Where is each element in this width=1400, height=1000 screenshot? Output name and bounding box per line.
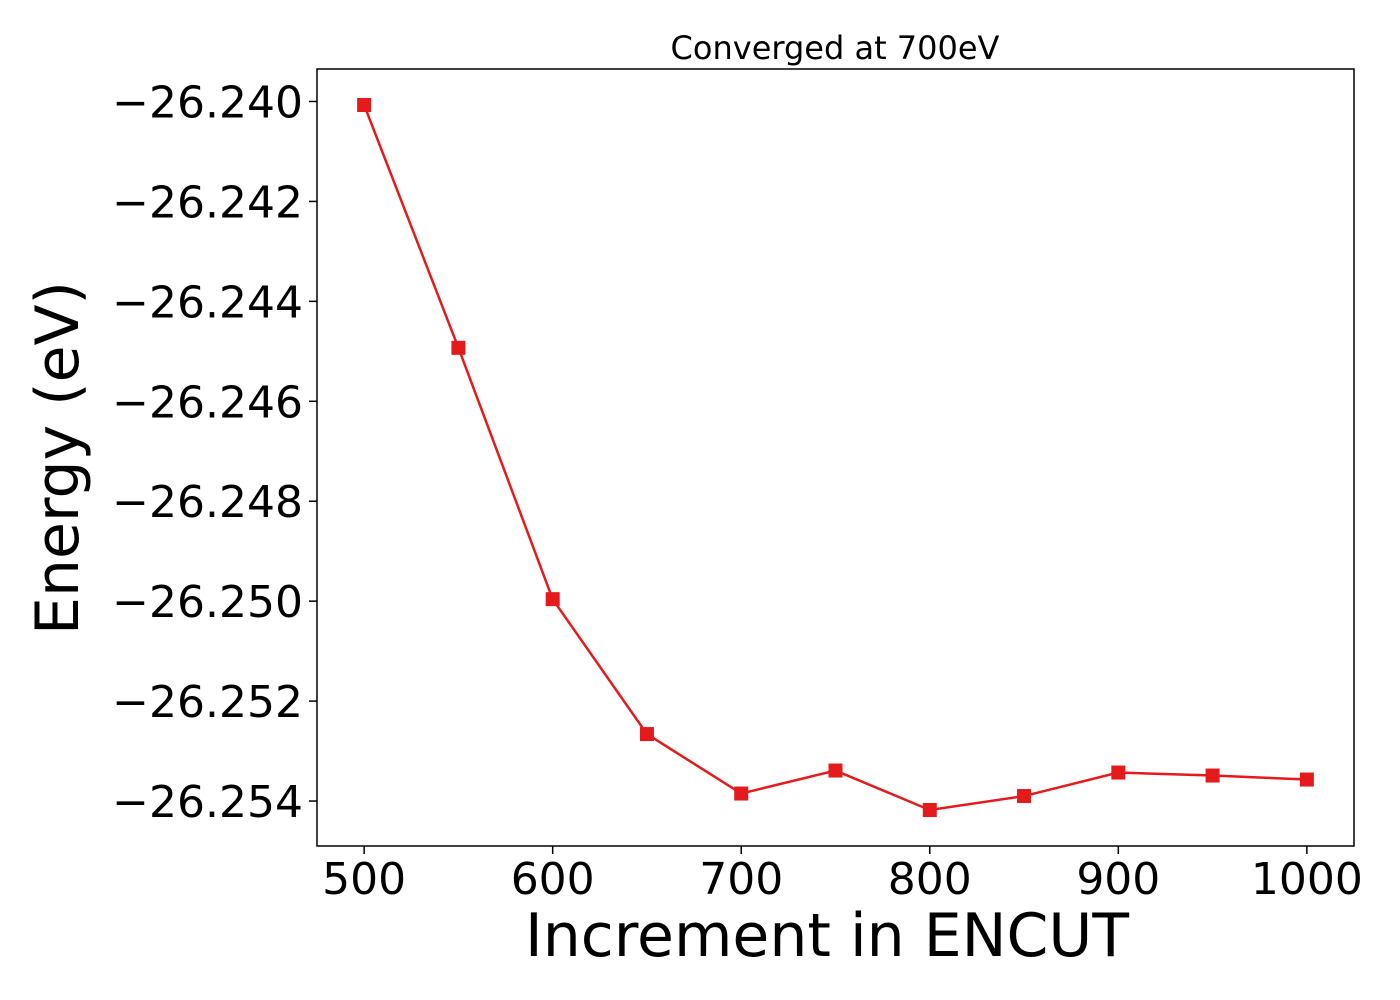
data-point-marker — [1205, 768, 1220, 783]
data-point-marker — [828, 763, 843, 778]
data-point-marker — [545, 592, 560, 607]
y-tick-label: −26.252 — [112, 677, 303, 728]
x-tick-label: 700 — [699, 854, 783, 905]
chart-title: Converged at 700eV — [671, 29, 1000, 67]
plot-area — [357, 97, 1314, 818]
y-axis-title: Energy (eV) — [23, 281, 93, 635]
plot-frame — [316, 68, 1355, 847]
y-tick-label: −26.242 — [112, 177, 303, 228]
y-tick-label: −26.244 — [112, 277, 303, 328]
data-point-marker — [451, 340, 466, 355]
data-point-marker — [357, 97, 372, 112]
data-point-marker — [1017, 789, 1032, 804]
x-tick-label: 800 — [888, 854, 972, 905]
x-tick-label: 600 — [511, 854, 595, 905]
data-point-marker — [734, 786, 749, 801]
y-tick-label: −26.240 — [112, 77, 303, 128]
data-point-marker — [639, 727, 654, 742]
y-axis: −26.240 −26.242 −26.244 −26.246 −26.248 −26.2… — [112, 77, 317, 828]
y-tick-label: −26.246 — [112, 377, 303, 428]
y-tick-label: −26.254 — [112, 777, 303, 828]
x-axis: 500 600 700 800 900 1000 — [322, 846, 1363, 905]
data-point-marker — [922, 803, 937, 818]
series-line — [362, 104, 1307, 812]
data-point-marker — [1111, 765, 1126, 780]
data-point-marker — [1299, 772, 1314, 787]
x-tick-label: 900 — [1076, 854, 1160, 905]
x-tick-label: 1000 — [1251, 854, 1363, 905]
y-tick-label: −26.250 — [112, 577, 303, 628]
x-tick-label: 500 — [322, 854, 406, 905]
y-tick-label: −26.248 — [112, 477, 303, 528]
x-axis-title: Increment in ENCUT — [525, 901, 1129, 971]
